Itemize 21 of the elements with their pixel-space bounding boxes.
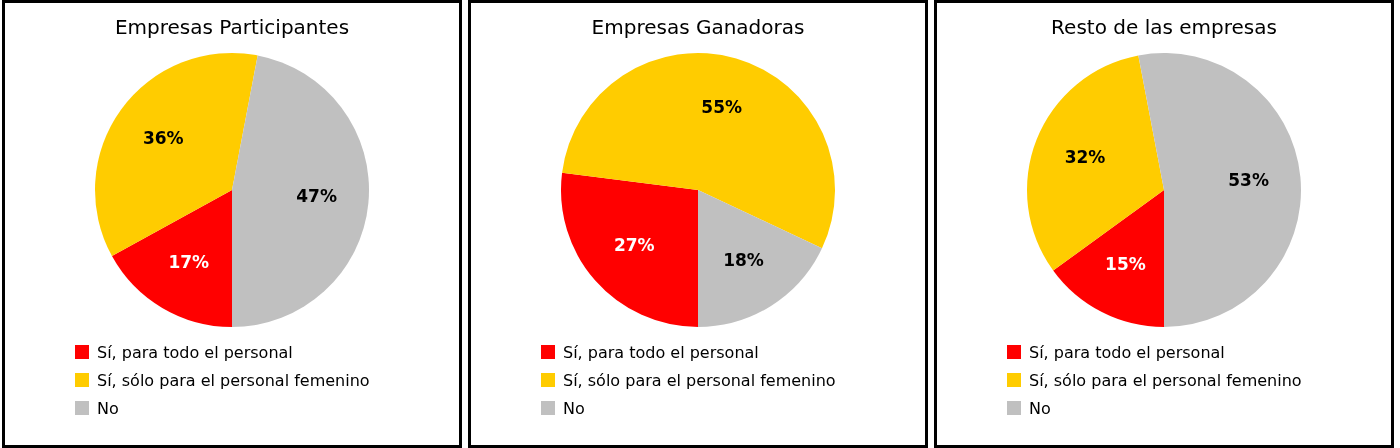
chart-title: Resto de las empresas (1051, 15, 1277, 40)
legend-label: Sí, para todo el personal (97, 342, 293, 362)
legend-label: No (563, 398, 585, 418)
data-label: 47% (296, 186, 337, 207)
data-label: 36% (142, 128, 184, 149)
legend-label: Sí, sólo para el personal femenino (563, 370, 836, 390)
legend-label: Sí, sólo para el personal femenino (1029, 370, 1302, 390)
data-label: 15% (1105, 254, 1146, 275)
data-label: 55% (701, 96, 743, 117)
data-label: 17% (168, 251, 210, 272)
data-label: 27% (613, 234, 655, 255)
data-label: 32% (1064, 147, 1106, 168)
legend-label: No (97, 398, 119, 418)
data-label: 53% (1228, 170, 1269, 191)
chart-title: Empresas Participantes (114, 15, 350, 40)
legend-label: Sí, para todo el personal (1029, 342, 1225, 362)
chart-title: Empresas Ganadoras (591, 15, 805, 40)
legend-label: Sí, para todo el personal (563, 342, 759, 362)
data-label: 18% (723, 250, 764, 271)
legend-label: No (1029, 398, 1051, 418)
legend-label: Sí, sólo para el personal femenino (97, 370, 370, 390)
